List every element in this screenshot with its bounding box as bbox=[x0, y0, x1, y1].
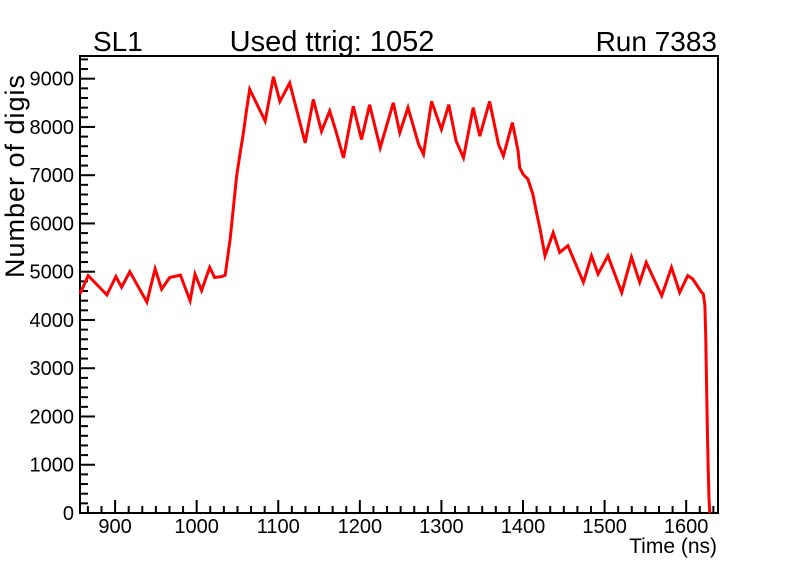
x-tick-label: 1400 bbox=[501, 516, 546, 538]
y-tick-label: 3000 bbox=[30, 358, 75, 380]
x-tick-label: 1500 bbox=[582, 516, 627, 538]
y-axis-ticks bbox=[81, 58, 95, 514]
plot-frame bbox=[79, 55, 719, 514]
y-tick-label: 1000 bbox=[30, 455, 75, 477]
chart-title: Used ttrig: 1052 bbox=[230, 26, 435, 58]
y-axis-title: Number of digis bbox=[0, 74, 30, 278]
superlayer-label: SL1 bbox=[93, 26, 143, 57]
y-tick-label: 2000 bbox=[30, 406, 75, 428]
y-tick-label: 5000 bbox=[30, 262, 75, 284]
plot-generated-layer: 900 1000 1100 1200 1300 1400 1500 1600 0 1000 2000… bbox=[30, 55, 719, 538]
y-axis-tick-labels: 0 1000 2000 3000 4000 5000 6000 7000 8000 9000 bbox=[30, 69, 75, 525]
x-axis-ticks bbox=[86, 500, 715, 512]
y-tick-label: 6000 bbox=[30, 213, 75, 235]
x-tick-label: 1200 bbox=[338, 516, 383, 538]
x-tick-label: 900 bbox=[98, 516, 131, 538]
y-tick-label: 0 bbox=[63, 503, 74, 525]
y-tick-label: 9000 bbox=[30, 69, 75, 91]
x-tick-label: 1300 bbox=[419, 516, 464, 538]
x-tick-label: 1600 bbox=[664, 516, 709, 538]
x-axis-title: Time (ns) bbox=[629, 535, 717, 558]
y-tick-label: 8000 bbox=[30, 117, 75, 139]
x-tick-label: 1100 bbox=[257, 516, 300, 538]
timebox-curve bbox=[78, 76, 712, 514]
run-number-label: Run 7383 bbox=[596, 26, 717, 57]
x-tick-label: 1000 bbox=[174, 516, 219, 538]
y-tick-label: 7000 bbox=[30, 165, 75, 187]
y-tick-label: 4000 bbox=[30, 310, 75, 332]
x-axis-tick-labels: 900 1000 1100 1200 1300 1400 1500 1600 bbox=[98, 516, 708, 538]
